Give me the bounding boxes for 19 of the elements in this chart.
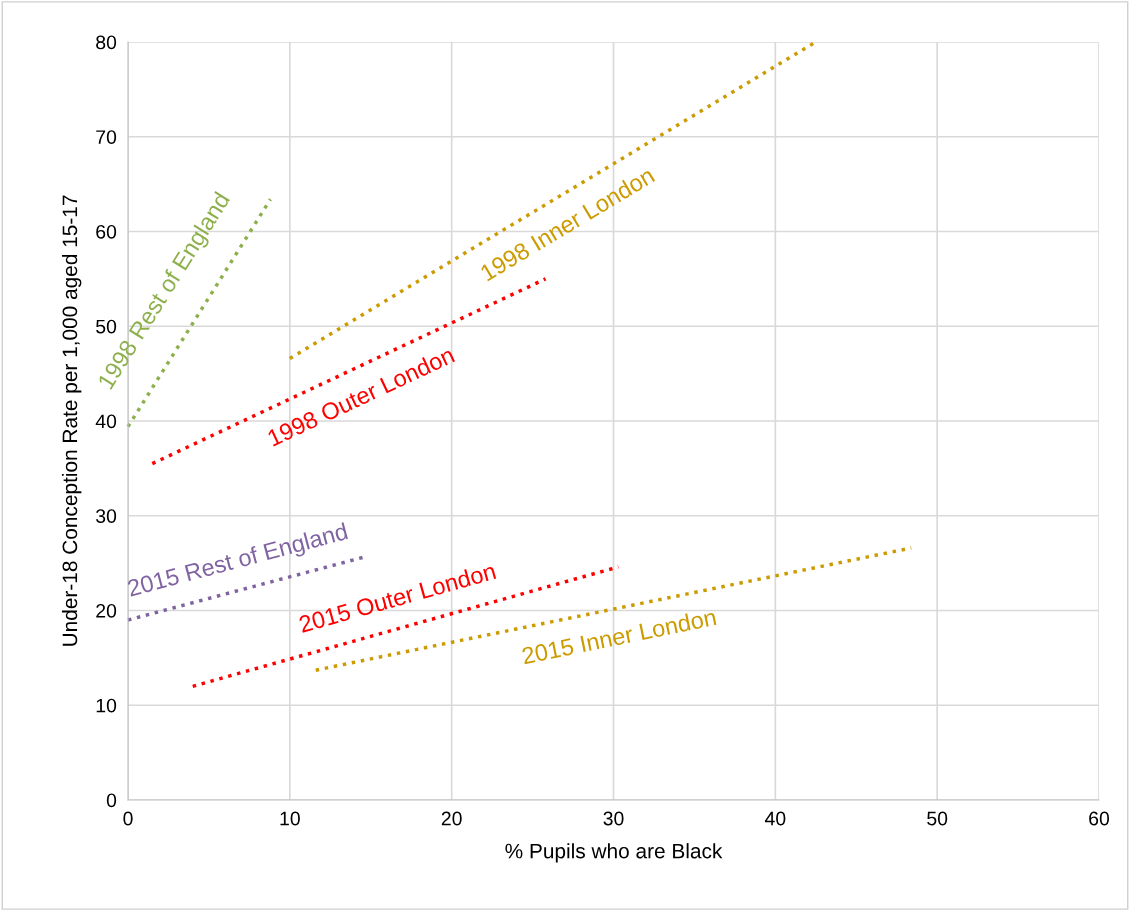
x-tick-label: 20 bbox=[441, 811, 462, 826]
y-axis-title: Under-18 Conception Rate per 1,000 aged 15-17 bbox=[61, 195, 82, 646]
y-tick-label: 40 bbox=[95, 414, 117, 429]
x-tick-label: 50 bbox=[927, 811, 948, 826]
y-tick-label: 50 bbox=[96, 319, 117, 334]
x-axis-title: % Pupils who are Black bbox=[505, 843, 723, 863]
y-tick-label: 60 bbox=[96, 224, 117, 239]
x-tick-label: 30 bbox=[603, 811, 624, 826]
x-tick-label: 10 bbox=[280, 811, 300, 826]
text: 2015 Inner London bbox=[521, 608, 717, 665]
y-tick-label: 70 bbox=[96, 130, 117, 144]
x-tick-label: 40 bbox=[764, 811, 786, 826]
y-tick-label: 80 bbox=[96, 35, 117, 50]
y-tick-label: 10 bbox=[96, 698, 117, 713]
y-tick-label: 20 bbox=[96, 603, 117, 618]
y-tick-label: 30 bbox=[96, 509, 117, 523]
x-tick-label: 60 bbox=[1089, 811, 1110, 826]
x-tick-label: 0 bbox=[123, 811, 133, 826]
y-tick-label: 0 bbox=[106, 793, 117, 808]
